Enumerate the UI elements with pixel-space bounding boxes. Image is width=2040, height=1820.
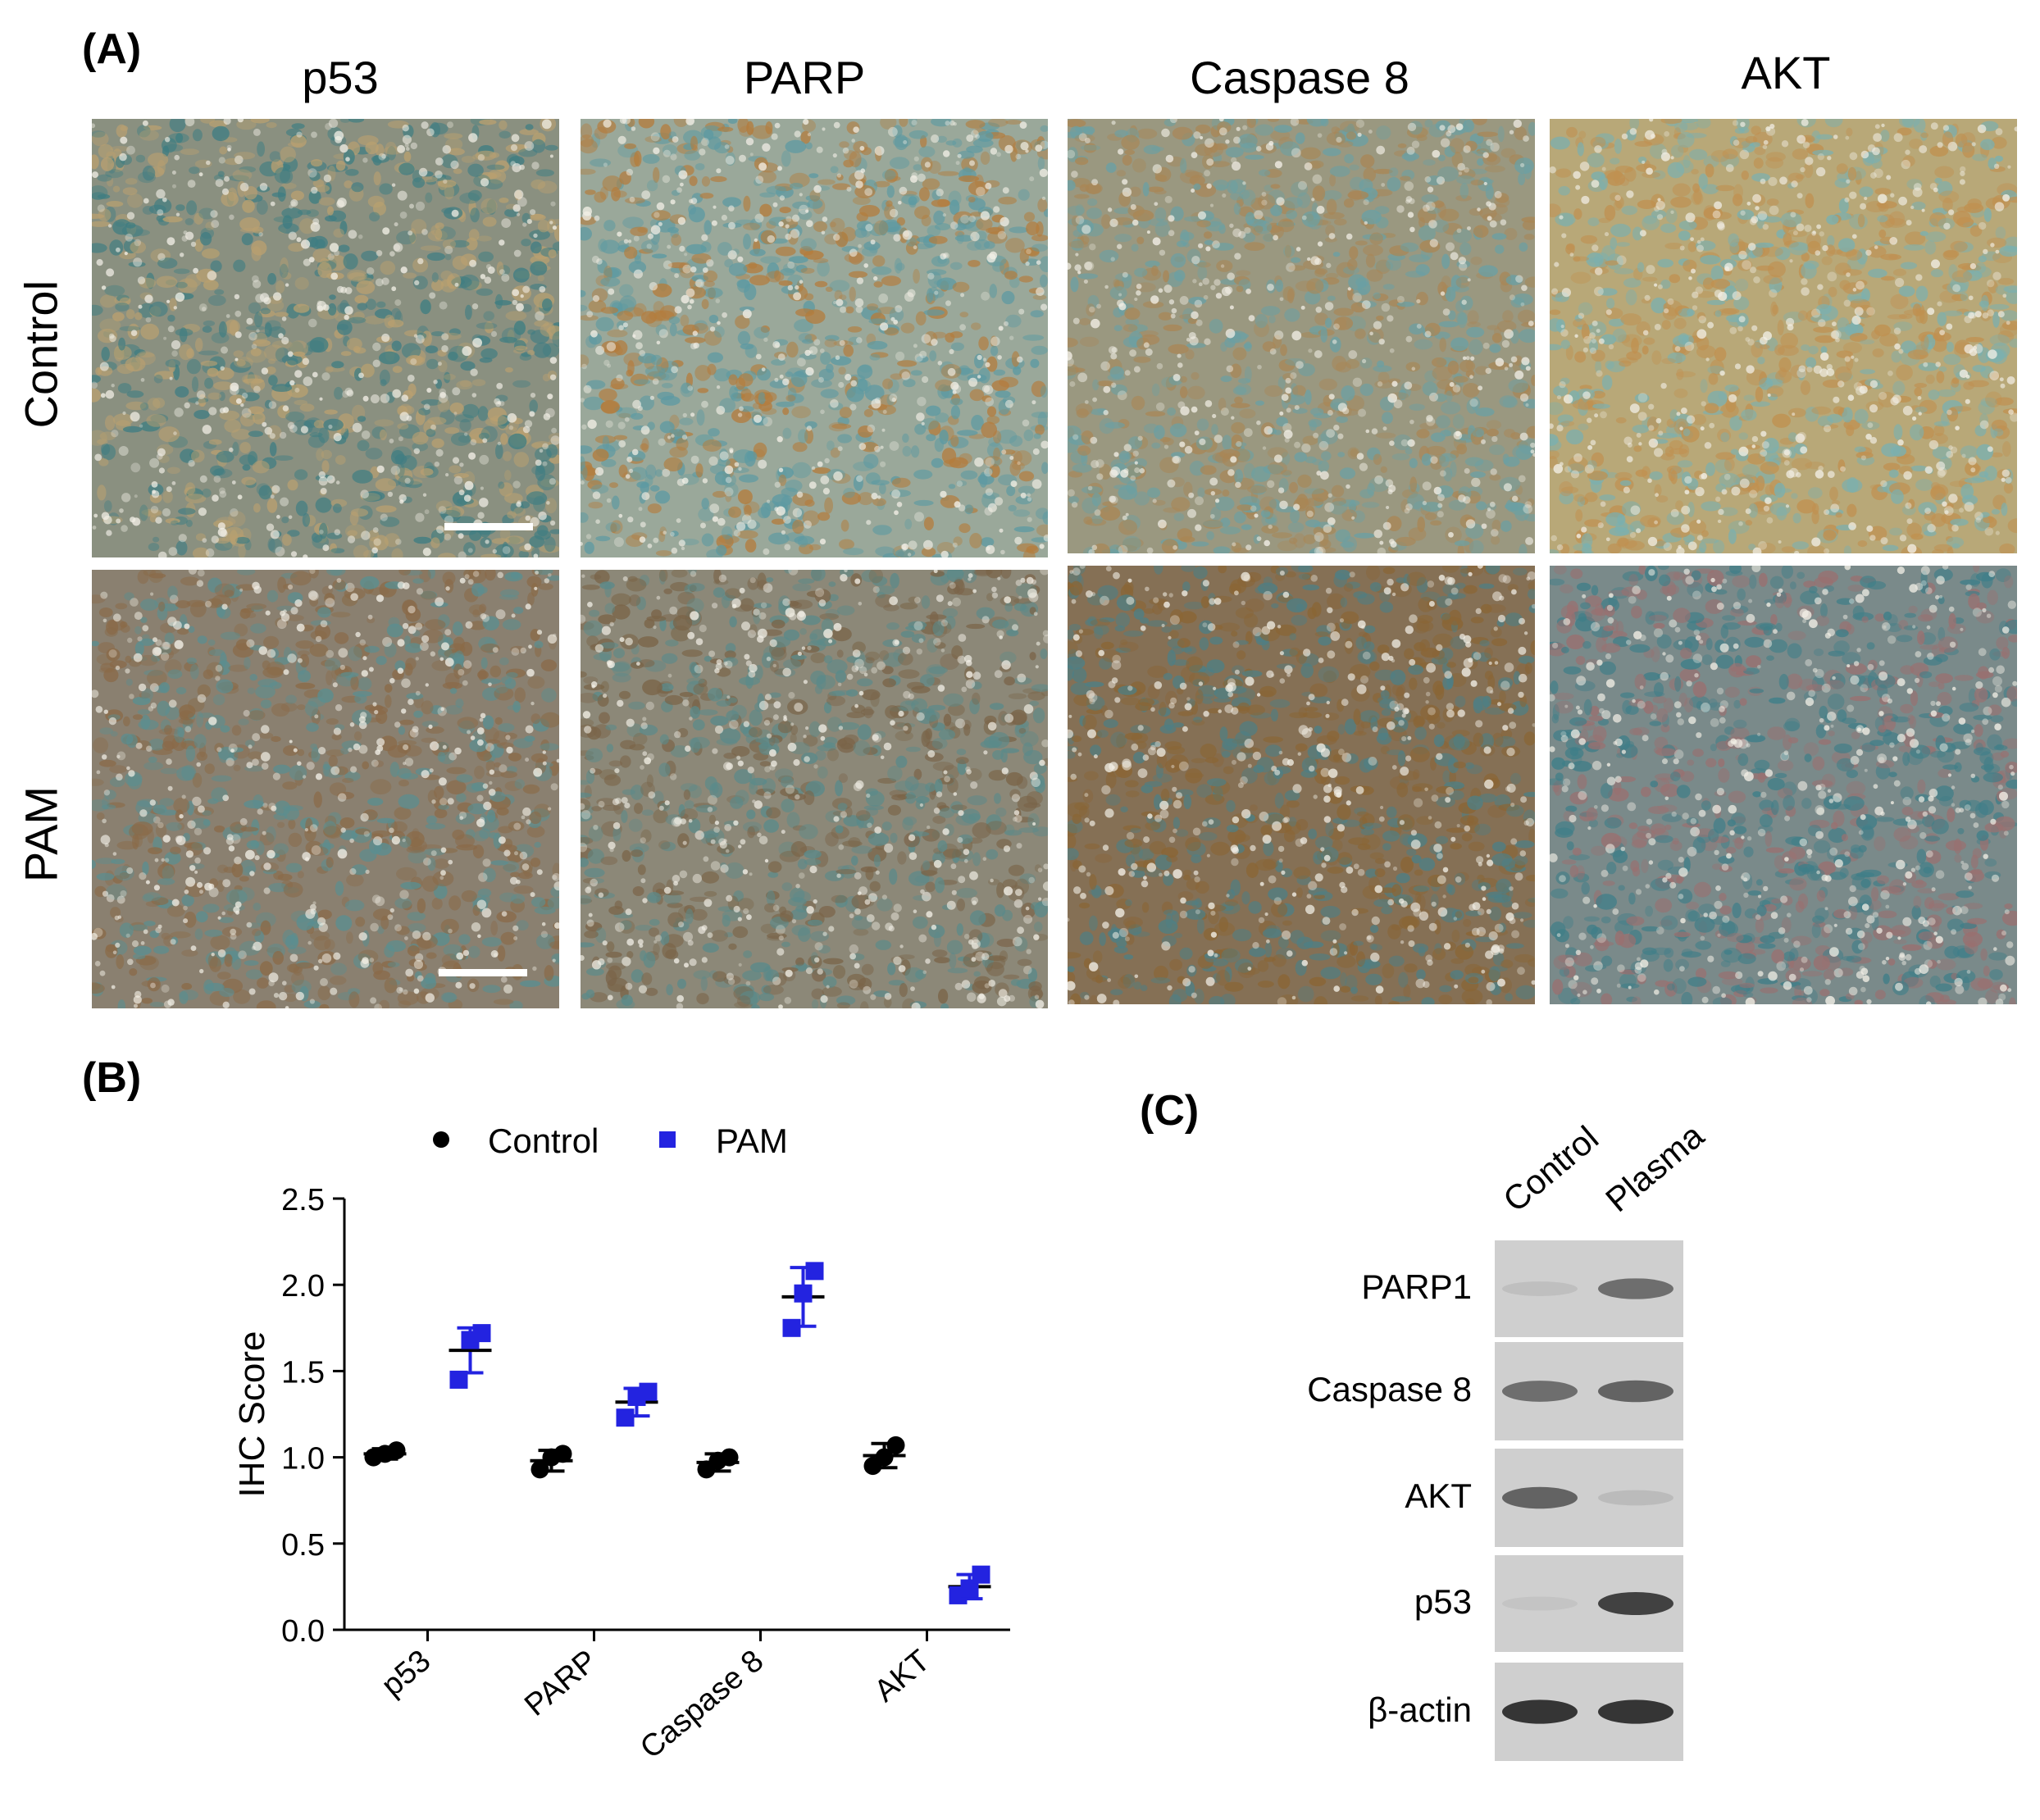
micrograph-texture	[1550, 119, 2017, 553]
series-control-group	[530, 1445, 573, 1478]
data-point	[806, 1262, 824, 1280]
legend-pam-marker	[659, 1131, 676, 1148]
series-control-group	[364, 1441, 407, 1466]
legend-pam-label: PAM	[716, 1122, 788, 1160]
series-pam-group	[449, 1324, 492, 1389]
blot-row-label: AKT	[1193, 1476, 1472, 1516]
micrograph-pam-akt	[1550, 566, 2017, 1004]
blot-strip	[1495, 1449, 1683, 1547]
band-plasma	[1598, 1592, 1673, 1615]
scale-bar-control	[444, 523, 533, 530]
blot-image	[1495, 1342, 1683, 1440]
blot-row-label: PARP1	[1193, 1267, 1472, 1307]
micrograph-texture	[581, 570, 1048, 1008]
series-pam-group	[949, 1566, 991, 1604]
blot-image	[1495, 1449, 1683, 1547]
data-point	[473, 1324, 491, 1342]
y-axis-label: IHC Score	[232, 1331, 272, 1498]
column-header-p53: p53	[107, 51, 574, 104]
ihc-score-chart: Control PAM 0.0 0.5 1.0 1.5 2.0 2.5 p53 PARP Cas…	[189, 1082, 1041, 1820]
blot-strip	[1495, 1342, 1683, 1440]
data-point	[721, 1449, 739, 1467]
band-plasma	[1598, 1490, 1673, 1506]
panel-b-label: (B)	[82, 1053, 141, 1103]
micrograph-texture	[92, 119, 559, 557]
blot-row-label: β-actin	[1193, 1690, 1472, 1730]
micrograph-pam-p53	[92, 570, 559, 1008]
band-control	[1502, 1596, 1578, 1610]
blot-image	[1495, 1663, 1683, 1761]
micrograph-texture	[1068, 119, 1535, 553]
x-tick-label: p53	[376, 1644, 438, 1704]
legend-control-label: Control	[488, 1122, 599, 1160]
micrograph-control-akt	[1550, 119, 2017, 553]
series-pam-group	[616, 1383, 658, 1427]
row-header-pam: PAM	[15, 777, 68, 892]
band-plasma	[1598, 1699, 1673, 1723]
micrograph-texture	[1550, 566, 2017, 1004]
series-pam-group	[782, 1262, 825, 1336]
y-tick-label: 2.5	[281, 1183, 325, 1217]
micrograph-pam-parp	[581, 570, 1048, 1008]
blot-image	[1495, 1240, 1683, 1337]
data-point	[617, 1408, 635, 1426]
data-point	[388, 1441, 406, 1459]
column-header-parp: PARP	[571, 51, 1038, 104]
legend: Control PAM	[433, 1122, 788, 1160]
data-point	[972, 1566, 990, 1584]
micrograph-texture	[581, 119, 1048, 557]
band-plasma	[1598, 1381, 1673, 1403]
data-point	[887, 1436, 905, 1454]
micrograph-pam-caspase8	[1068, 566, 1535, 1004]
blot-row-label: p53	[1193, 1582, 1472, 1622]
blot-row-label: Caspase 8	[1193, 1370, 1472, 1409]
band-control	[1502, 1487, 1578, 1509]
data-point	[640, 1383, 658, 1401]
chart-marks	[364, 1262, 991, 1604]
chart-axes: 0.0 0.5 1.0 1.5 2.0 2.5 p53 PARP Caspase 8 AKT	[281, 1183, 1010, 1766]
y-tick-label: 0.5	[281, 1528, 325, 1563]
band-control	[1502, 1281, 1578, 1296]
data-point	[450, 1371, 468, 1389]
band-plasma	[1598, 1278, 1673, 1299]
data-point	[554, 1445, 572, 1463]
blot-image	[1495, 1555, 1683, 1652]
scale-bar-pam	[439, 969, 527, 976]
band-control	[1502, 1381, 1578, 1402]
series-control-group	[863, 1436, 906, 1475]
blot-strip	[1495, 1663, 1683, 1761]
x-tick-label: Caspase 8	[634, 1644, 770, 1766]
lane-label-control: Control	[1496, 1118, 1606, 1220]
legend-control-marker	[433, 1131, 449, 1148]
column-header-caspase8: Caspase 8	[1066, 51, 1533, 104]
data-point	[795, 1285, 813, 1303]
blot-strip	[1495, 1240, 1683, 1337]
micrograph-control-p53	[92, 119, 559, 557]
micrograph-control-parp	[581, 119, 1048, 557]
micrograph-texture	[92, 570, 559, 1008]
y-tick-label: 0.0	[281, 1614, 325, 1649]
band-control	[1502, 1699, 1578, 1723]
y-tick-label: 1.5	[281, 1355, 325, 1390]
column-header-akt: AKT	[1552, 46, 2020, 99]
lane-label-plasma: Plasma	[1598, 1116, 1711, 1220]
blot-strip	[1495, 1555, 1683, 1652]
x-tick-label: PARP	[518, 1644, 603, 1723]
data-point	[783, 1319, 801, 1337]
micrograph-control-caspase8	[1068, 119, 1535, 553]
y-tick-label: 1.0	[281, 1442, 325, 1476]
micrograph-texture	[1068, 566, 1535, 1004]
panel-c-label: (C)	[1140, 1086, 1199, 1135]
x-tick-label: AKT	[868, 1644, 937, 1709]
series-control-group	[697, 1449, 740, 1479]
y-tick-label: 2.0	[281, 1269, 325, 1304]
row-header-control: Control	[15, 314, 68, 429]
